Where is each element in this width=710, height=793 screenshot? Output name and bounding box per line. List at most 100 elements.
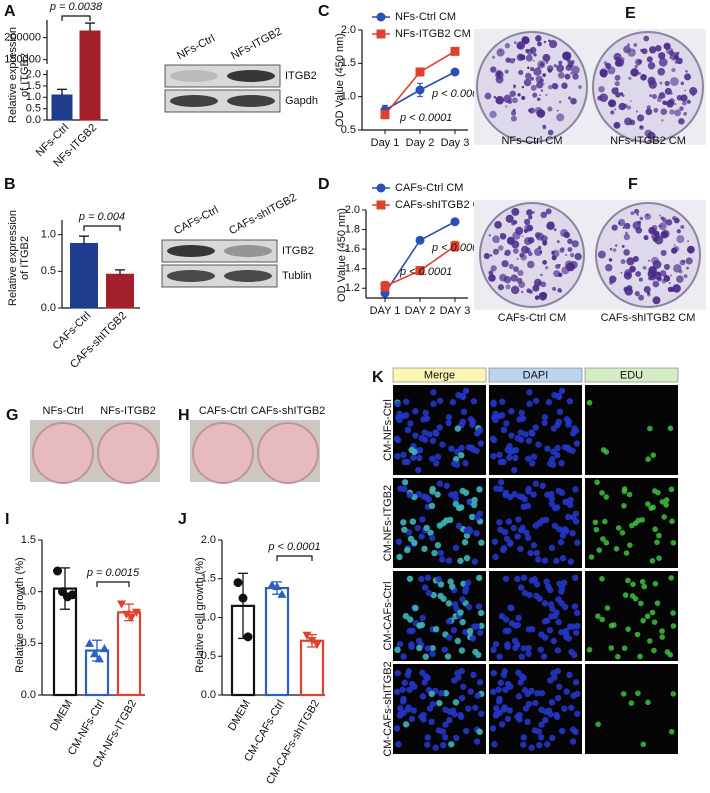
colony — [557, 71, 565, 79]
column-label: DAPI — [523, 369, 549, 381]
nucleus — [558, 628, 565, 636]
y-axis-label: Relative expression — [7, 210, 19, 306]
nucleus — [424, 674, 431, 681]
colony — [506, 236, 515, 245]
nucleus — [593, 526, 600, 533]
lane-label: NFs-Ctrl — [175, 32, 217, 62]
nucleus — [410, 454, 417, 461]
nucleus — [625, 577, 631, 584]
colony — [490, 265, 497, 272]
nucleus — [525, 437, 533, 444]
colony — [643, 285, 651, 293]
nucleus — [645, 699, 651, 706]
y-tick-label: 1.2 — [345, 282, 360, 294]
colony — [648, 259, 651, 262]
nucleus — [472, 704, 479, 711]
nucleus — [458, 451, 465, 459]
nucleus — [469, 421, 476, 428]
colony — [670, 77, 679, 86]
colony — [484, 92, 492, 100]
colony — [636, 213, 639, 216]
nucleus — [445, 600, 453, 607]
dish — [257, 422, 319, 484]
colony — [634, 64, 638, 69]
nucleus — [619, 529, 626, 536]
colony — [638, 294, 645, 301]
nucleus — [656, 555, 662, 561]
colony — [528, 107, 535, 114]
nucleus — [438, 690, 445, 697]
y-tick-label: 0.5 — [41, 265, 56, 277]
nucleus — [542, 716, 549, 724]
marker — [450, 67, 460, 77]
nucleus — [573, 629, 580, 636]
legend-label: NFs-ITGB2 CM — [395, 28, 471, 40]
nucleus — [422, 493, 430, 501]
colony — [635, 110, 639, 113]
colony — [558, 60, 563, 65]
nucleus — [499, 398, 506, 405]
nucleus — [419, 693, 427, 700]
bar — [70, 242, 98, 309]
nucleus — [562, 527, 570, 535]
nucleus — [621, 645, 628, 651]
marker — [376, 12, 386, 22]
nucleus — [550, 637, 557, 645]
nucleus — [436, 397, 444, 404]
nucleus — [432, 744, 439, 751]
panel-letter: I — [5, 511, 9, 528]
nucleus — [506, 707, 514, 714]
y-axis-label: OD Value (450 nm) — [336, 208, 348, 302]
nucleus — [536, 595, 543, 602]
significance-bracket — [83, 225, 121, 231]
nucleus — [661, 514, 668, 520]
x-tick-label: Day 1 — [371, 137, 400, 149]
panel-letter: D — [318, 176, 330, 193]
colony — [507, 99, 513, 104]
nucleus — [431, 549, 438, 557]
colony — [548, 39, 551, 43]
nucleus — [626, 491, 633, 498]
marker — [450, 241, 460, 251]
colony — [533, 67, 542, 76]
nucleus — [542, 634, 549, 641]
nucleus — [551, 522, 559, 530]
nucleus — [528, 429, 535, 436]
nucleus — [410, 707, 418, 714]
y-tick-label: 2.0 — [341, 24, 356, 36]
colony — [689, 247, 693, 251]
marker — [272, 582, 282, 591]
nucleus — [400, 519, 407, 526]
colony — [613, 121, 621, 129]
colony — [512, 84, 517, 88]
nucleus — [489, 688, 497, 695]
nucleus — [559, 554, 567, 562]
nucleus — [414, 524, 421, 532]
nucleus — [446, 716, 453, 724]
colony — [639, 216, 644, 221]
nucleus — [540, 653, 548, 660]
band-label: ITGB2 — [285, 70, 317, 82]
nucleus — [428, 455, 436, 462]
nucleus — [573, 609, 581, 617]
nucleus — [565, 513, 572, 521]
nucleus — [531, 576, 538, 583]
colony — [534, 295, 540, 300]
nucleus — [556, 408, 564, 415]
nucleus — [537, 646, 544, 653]
nucleus — [449, 583, 456, 590]
colony — [556, 109, 559, 112]
nucleus — [521, 589, 529, 597]
nucleus — [669, 518, 675, 525]
colony — [504, 43, 511, 49]
colony — [614, 80, 620, 87]
colony — [668, 281, 671, 285]
nucleus — [599, 616, 606, 623]
colony — [620, 259, 626, 265]
nucleus — [478, 710, 485, 717]
colony — [685, 69, 688, 73]
nucleus — [555, 418, 563, 426]
colony — [497, 284, 505, 291]
nucleus — [650, 452, 657, 458]
colony — [623, 271, 632, 280]
